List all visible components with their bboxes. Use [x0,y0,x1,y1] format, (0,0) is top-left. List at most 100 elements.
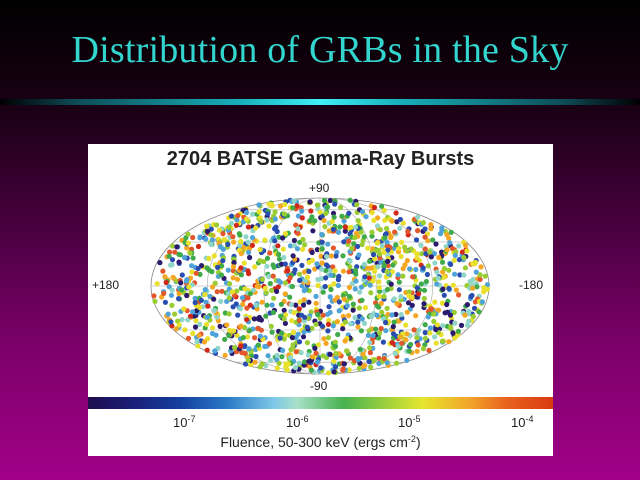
burst-point [385,247,391,253]
burst-point [402,244,408,250]
burst-point [411,327,417,333]
burst-point [204,228,211,234]
burst-point [426,347,432,353]
burst-point [253,302,259,308]
burst-point [414,348,420,354]
burst-point [320,353,326,359]
burst-point [252,335,258,341]
burst-point [299,215,305,221]
burst-point [210,284,216,290]
burst-point [376,360,382,367]
burst-point [398,253,404,260]
burst-point [220,258,226,264]
burst-point [321,217,327,224]
burst-point [228,213,235,219]
burst-point [257,247,263,253]
burst-point [407,266,413,272]
burst-point [161,290,167,296]
burst-point [358,284,364,290]
burst-point [433,241,439,247]
burst-point [173,326,179,332]
burst-point [456,292,462,298]
burst-point [235,312,241,318]
burst-point [468,293,474,300]
burst-point [185,317,191,323]
burst-point [420,346,426,352]
burst-point [372,256,378,262]
burst-point [244,305,250,311]
burst-point [362,274,368,280]
burst-point [272,216,278,222]
burst-point [322,224,328,230]
burst-point [413,313,419,319]
burst-point [169,243,176,249]
burst-point [389,312,395,318]
burst-point [212,280,218,286]
burst-point [312,345,318,351]
burst-point [370,332,376,338]
burst-point [299,208,305,214]
burst-point [355,357,361,363]
burst-point [393,210,399,216]
burst-point [245,295,251,301]
burst-point [403,337,409,343]
burst-point [300,246,306,252]
burst-point [409,294,415,300]
burst-point [290,253,296,259]
burst-point [214,222,220,228]
burst-point [209,330,216,337]
burst-point [382,217,388,223]
burst-point [189,263,195,269]
burst-point [204,265,210,271]
burst-point [376,279,382,285]
burst-point [377,251,383,257]
burst-point [174,244,180,250]
burst-point [397,225,403,231]
burst-point [415,342,421,348]
burst-point [243,361,249,367]
burst-point [280,347,286,353]
burst-point [238,323,244,329]
burst-point [313,293,319,299]
burst-point [341,361,347,367]
burst-point [439,227,445,233]
burst-point [378,325,384,332]
burst-point [464,322,471,328]
burst-point [384,243,390,249]
burst-point [416,291,422,297]
burst-point [329,218,335,224]
burst-point [306,358,312,364]
burst-point [172,249,178,255]
burst-point [332,268,338,274]
burst-point [190,255,196,261]
burst-point [314,202,320,208]
burst-point [368,313,375,320]
burst-point [238,343,244,349]
burst-point [184,277,190,283]
burst-point [281,316,287,322]
burst-point [415,228,421,234]
burst-point [208,232,214,238]
burst-point [482,273,488,279]
burst-point [400,273,406,279]
burst-point [281,254,287,261]
burst-point [280,235,286,241]
burst-point [365,265,371,271]
figure-panel: 2704 BATSE Gamma-Ray Bursts +90 -90 +180… [88,144,553,456]
burst-point [282,261,288,267]
burst-point [389,269,395,275]
burst-point [323,267,329,274]
burst-point [410,274,416,280]
burst-point [394,360,400,366]
burst-point [268,357,274,363]
burst-point [227,327,233,333]
burst-point [290,329,297,335]
burst-point [243,234,249,240]
burst-point [346,313,352,319]
burst-point [390,262,396,268]
burst-point [389,218,395,224]
burst-point [256,284,262,290]
burst-point [464,248,470,254]
burst-point [265,353,271,359]
burst-point [409,302,415,308]
